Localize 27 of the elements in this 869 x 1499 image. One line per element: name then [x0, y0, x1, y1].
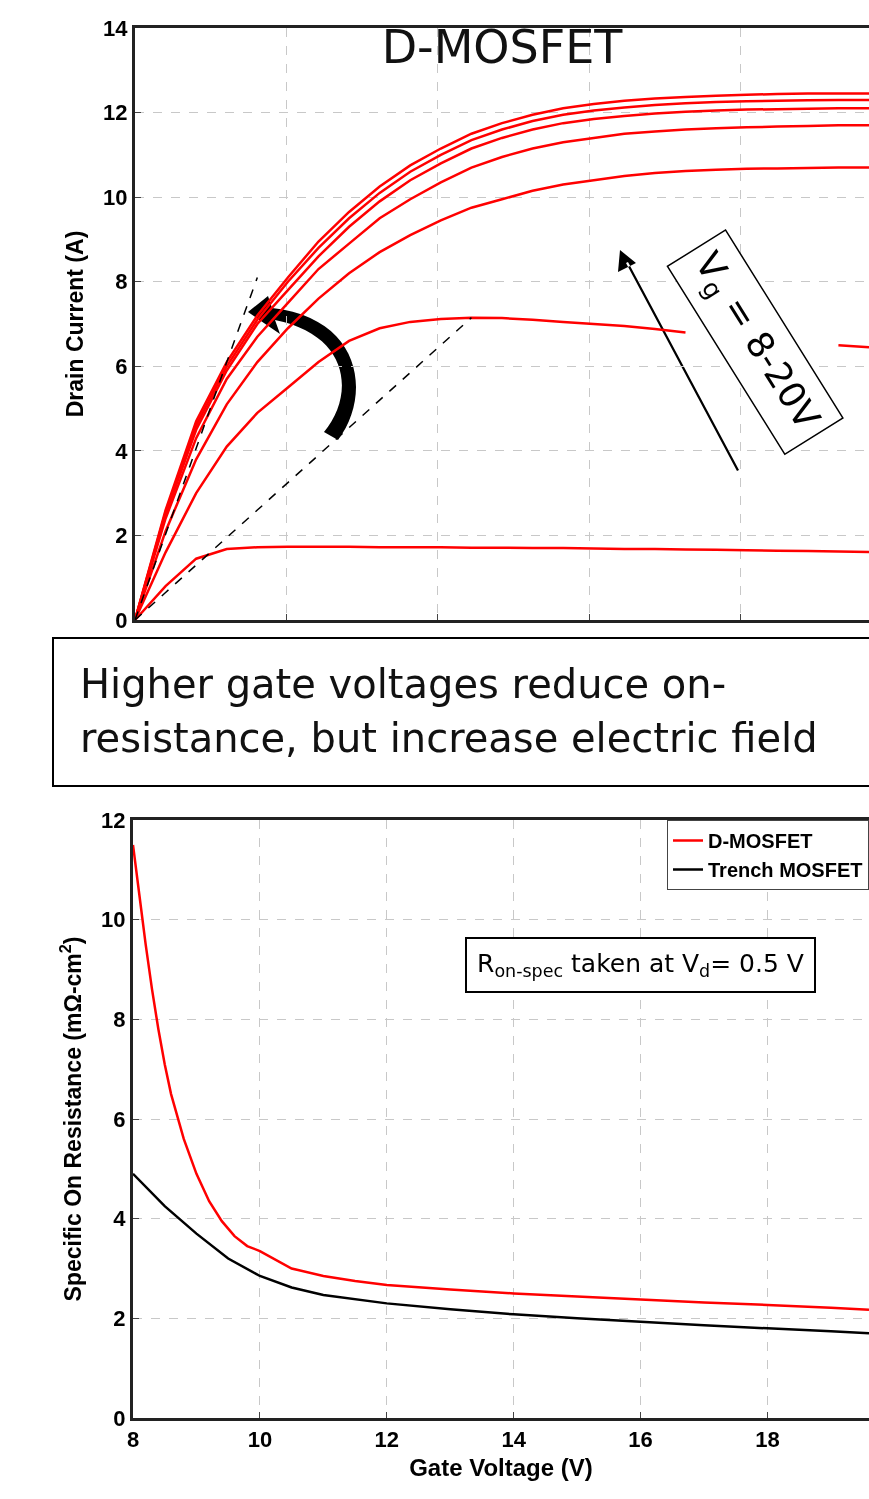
x-axis-title: Gate Voltage (V): [409, 1453, 593, 1481]
y-tick-label: 12: [103, 100, 128, 126]
annotation: R$_{on-spec}$ taken at V$_{d}$= 0.5 V: [477, 949, 804, 982]
x-tick-label: 12: [374, 1427, 400, 1453]
y-tick-label: 4: [113, 1206, 127, 1232]
y-tick-label: 2: [113, 1306, 126, 1332]
y-tick-label: 10: [101, 907, 126, 933]
chart-title: D-MOSFET: [381, 20, 624, 75]
y-axis-title: Drain Current (A): [61, 230, 88, 418]
legend-label: Trench MOSFET: [708, 859, 863, 882]
y-tick-label: 8: [115, 269, 128, 295]
y-tick-label: 4: [115, 438, 129, 464]
y-tick-label: 8: [113, 1007, 126, 1033]
y-tick-label: 0: [113, 1405, 126, 1431]
text: Higher gate voltages reduce on-resistance, but increase electric field: [52, 637, 869, 787]
x-tick-label: 18: [755, 1427, 780, 1453]
legend-label: D-MOSFET: [708, 830, 813, 853]
y-tick-label: 2: [115, 523, 128, 549]
y-tick-label: 6: [113, 1106, 126, 1132]
y-tick-label: 14: [103, 15, 129, 41]
x-tick-label: 10: [247, 1427, 273, 1453]
x-tick-label: 16: [628, 1427, 653, 1453]
y-tick-label: 12: [101, 807, 126, 833]
y-tick-label: 10: [103, 184, 128, 210]
y-tick-label: 0: [115, 607, 128, 633]
y-tick-label: 6: [115, 353, 128, 379]
x-tick-label: 14: [501, 1427, 527, 1453]
